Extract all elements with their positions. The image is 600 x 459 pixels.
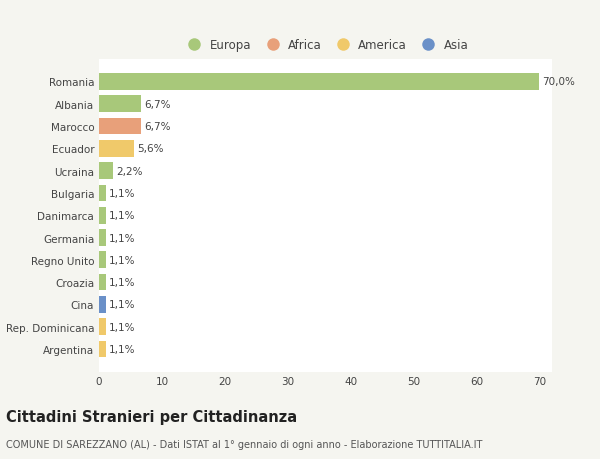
- Bar: [99, 252, 106, 269]
- Bar: [99, 274, 106, 291]
- Legend: Europa, Africa, America, Asia: Europa, Africa, America, Asia: [178, 34, 473, 57]
- Text: 5,6%: 5,6%: [137, 144, 164, 154]
- Text: 70,0%: 70,0%: [542, 77, 575, 87]
- Bar: [99, 96, 141, 113]
- Text: 1,1%: 1,1%: [109, 344, 136, 354]
- Bar: [99, 230, 106, 246]
- Text: 2,2%: 2,2%: [116, 166, 142, 176]
- Bar: [99, 140, 134, 157]
- Bar: [99, 185, 106, 202]
- Bar: [99, 319, 106, 336]
- Bar: [99, 74, 539, 90]
- Text: 1,1%: 1,1%: [109, 322, 136, 332]
- Bar: [99, 297, 106, 313]
- Text: 1,1%: 1,1%: [109, 233, 136, 243]
- Text: 1,1%: 1,1%: [109, 255, 136, 265]
- Text: 1,1%: 1,1%: [109, 300, 136, 310]
- Bar: [99, 207, 106, 224]
- Text: 1,1%: 1,1%: [109, 189, 136, 198]
- Text: Cittadini Stranieri per Cittadinanza: Cittadini Stranieri per Cittadinanza: [6, 409, 297, 425]
- Text: COMUNE DI SAREZZANO (AL) - Dati ISTAT al 1° gennaio di ogni anno - Elaborazione : COMUNE DI SAREZZANO (AL) - Dati ISTAT al…: [6, 439, 482, 449]
- Bar: [99, 118, 141, 135]
- Text: 6,7%: 6,7%: [145, 100, 171, 109]
- Text: 1,1%: 1,1%: [109, 278, 136, 287]
- Text: 6,7%: 6,7%: [145, 122, 171, 132]
- Bar: [99, 163, 113, 179]
- Text: 1,1%: 1,1%: [109, 211, 136, 221]
- Bar: [99, 341, 106, 358]
